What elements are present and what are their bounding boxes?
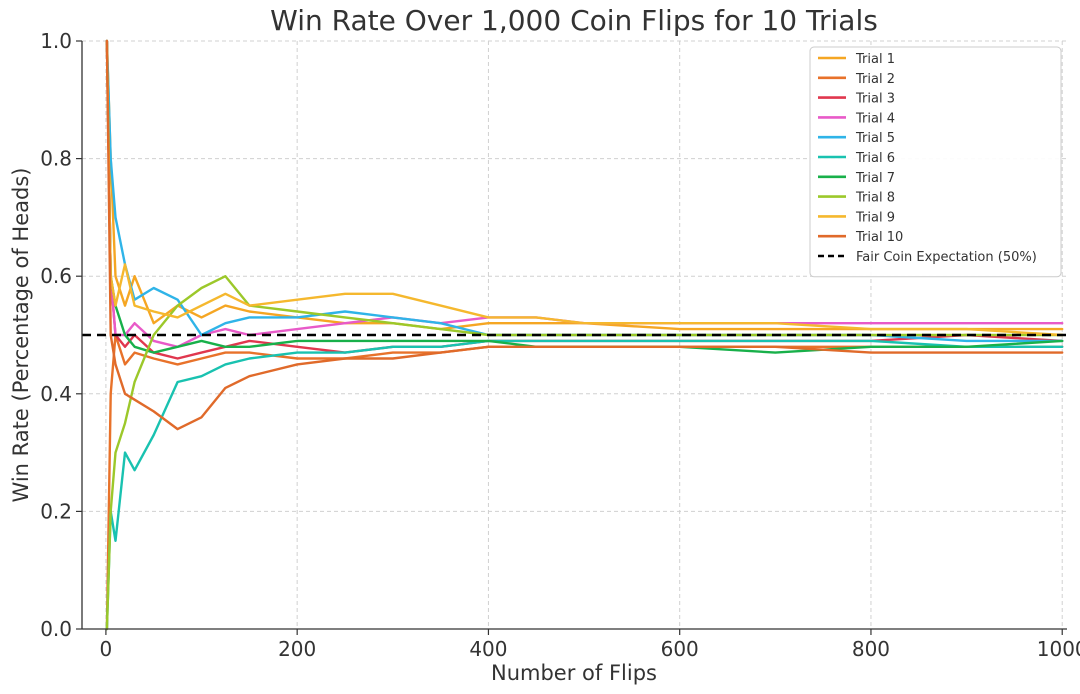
legend-box [809,46,1062,278]
chart-title: Win Rate Over 1,000 Coin Flips for 10 Tr… [270,4,878,37]
x-tick-label: 400 [469,637,507,661]
legend-label: Trial 2 [855,72,895,87]
legend-label: Trial 5 [855,131,895,146]
y-tick-label: 0.0 [40,617,72,641]
series-layer [105,39,1064,631]
legend-label: Trial 10 [855,230,903,245]
legend-label: Trial 8 [855,191,895,206]
legend-label: Trial 7 [855,171,895,186]
series-line-trial-6 [105,339,1064,631]
axes-layer [81,41,1067,630]
x-tick-label: 0 [100,637,113,661]
x-axis-label: Number of Flips [491,661,657,685]
series-line-trial-1 [105,39,1064,331]
legend: Trial 1 Trial 2 Trial 3 Trial 4 Trial 5 Trial… [809,46,1062,278]
x-tick-label: 200 [278,637,316,661]
legend-label: Trial 6 [855,151,895,166]
x-tick-label: 800 [852,637,890,661]
legend-label: Trial 3 [855,92,895,107]
y-axis-label: Win Rate (Percentage of Heads) [9,168,33,503]
legend-label: Trial 9 [855,210,895,225]
y-tick-label: 0.6 [40,264,72,288]
series-line-trial-10 [105,39,1064,431]
y-tick-label: 1.0 [40,29,72,53]
series-line-trial-9 [105,39,1064,337]
y-tick-label: 0.2 [40,499,72,523]
series-line-trial-2 [105,333,1064,631]
y-tick-label: 0.4 [40,382,72,406]
legend-label: Fair Coin Expectation (50%) [856,250,1037,265]
x-tick-label: 600 [661,637,699,661]
series-line-trial-7 [105,39,1064,354]
legend-label: Trial 4 [855,111,895,126]
y-tick-label: 0.8 [40,147,72,171]
legend-label: Trial 1 [855,52,895,67]
